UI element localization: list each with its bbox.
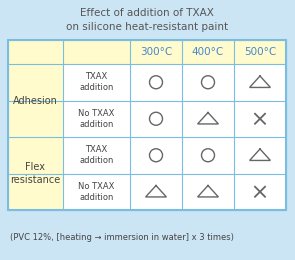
- Text: 400°C: 400°C: [192, 47, 224, 57]
- Bar: [8, 40, 286, 210]
- Text: 500°C: 500°C: [244, 47, 276, 57]
- Bar: [8, 40, 286, 210]
- Text: TXAX
addition: TXAX addition: [79, 72, 114, 92]
- Text: Adhesion: Adhesion: [13, 95, 58, 106]
- Text: Flex
resistance: Flex resistance: [10, 162, 61, 185]
- Text: No TXAX
addition: No TXAX addition: [78, 109, 115, 129]
- Bar: [130, 64, 286, 210]
- Text: TXAX
addition: TXAX addition: [79, 145, 114, 165]
- Text: (PVC 12%, [heating → immersion in water] x 3 times): (PVC 12%, [heating → immersion in water]…: [10, 233, 234, 243]
- Text: No TXAX
addition: No TXAX addition: [78, 182, 115, 202]
- Text: 300°C: 300°C: [140, 47, 172, 57]
- Text: Effect of addition of TXAX
on silicone heat-resistant paint: Effect of addition of TXAX on silicone h…: [66, 8, 228, 32]
- Bar: [63, 64, 130, 210]
